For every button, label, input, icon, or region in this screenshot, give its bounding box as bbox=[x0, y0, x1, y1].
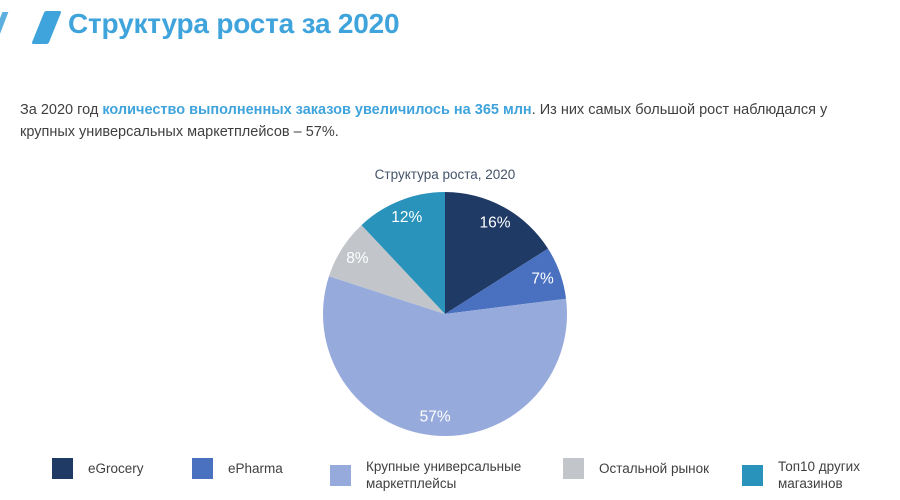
intro-paragraph: За 2020 год количество выполненных заказ… bbox=[20, 99, 882, 143]
pie-data-label-4: 8% bbox=[346, 250, 369, 267]
legend-item: Остальной рынок bbox=[563, 458, 709, 479]
legend-item: eGrocery bbox=[52, 458, 144, 479]
legend-item: Топ10 других магазинов bbox=[742, 458, 890, 492]
pie-slice-1 bbox=[445, 192, 549, 314]
legend-swatch bbox=[742, 464, 763, 486]
legend-swatch bbox=[563, 458, 584, 479]
pie-data-label-2: 7% bbox=[531, 270, 554, 287]
legend-item: Крупные универсальные маркетплейсы bbox=[330, 458, 571, 492]
pie-slice-4 bbox=[328, 225, 445, 314]
pie-data-label-3: 57% bbox=[420, 409, 451, 426]
pie-slice-3 bbox=[323, 276, 568, 436]
clipped-glyph-fragment bbox=[0, 12, 9, 35]
legend-item: ePharma bbox=[192, 458, 283, 479]
pie-data-label-1: 16% bbox=[479, 215, 510, 232]
slash-icon bbox=[31, 11, 62, 44]
chart-title: Структура роста, 2020 bbox=[374, 167, 516, 182]
intro-text-suffix: . Из них самых большой рост наблюдался у… bbox=[20, 102, 828, 140]
legend-label: eGrocery bbox=[88, 461, 144, 476]
intro-highlight: количество выполненных заказов увеличило… bbox=[102, 102, 532, 118]
legend-swatch bbox=[52, 458, 73, 479]
legend-swatch bbox=[192, 458, 213, 479]
pie-data-label-5: 12% bbox=[391, 209, 422, 226]
pie-chart: 16% 7% 57% 8% 12% bbox=[323, 192, 568, 436]
page-title: Структура роста за 2020 bbox=[68, 8, 400, 39]
pie-slice-2 bbox=[445, 248, 567, 314]
legend-swatch bbox=[330, 464, 351, 486]
legend-label: ePharma bbox=[228, 461, 283, 476]
legend-label: Крупные универсальные маркетплейсы bbox=[366, 459, 522, 491]
pie-slice-5 bbox=[361, 192, 445, 314]
intro-text-prefix: За 2020 год bbox=[20, 102, 103, 118]
legend-label: Остальной рынок bbox=[599, 461, 710, 476]
legend-label: Топ10 других магазинов bbox=[778, 459, 860, 491]
